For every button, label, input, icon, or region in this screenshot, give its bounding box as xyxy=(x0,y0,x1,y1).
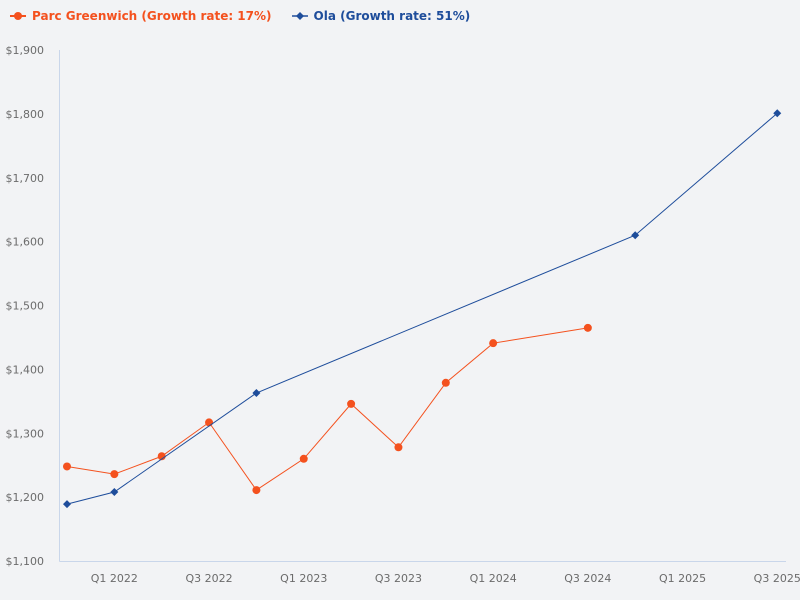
circle-marker-icon[interactable] xyxy=(489,339,498,348)
x-tick-label: Q1 2024 xyxy=(470,572,517,585)
x-tick-label: Q3 2025 xyxy=(754,572,800,585)
series-line xyxy=(63,323,592,495)
series-group xyxy=(63,109,782,509)
y-tick-label: $1,600 xyxy=(6,236,45,249)
y-tick-label: $1,400 xyxy=(6,363,45,376)
y-tick-label: $1,800 xyxy=(6,108,45,121)
legend-item-ola[interactable]: Ola (Growth rate: 51%) xyxy=(291,9,471,23)
legend-label: Parc Greenwich (Growth rate: 17%) xyxy=(32,9,272,23)
legend-label: Ola (Growth rate: 51%) xyxy=(313,9,471,23)
circle-marker-icon[interactable] xyxy=(583,323,592,332)
circle-marker-icon xyxy=(10,11,26,21)
x-tick-label: Q3 2023 xyxy=(375,572,422,585)
circle-marker-icon[interactable] xyxy=(299,454,308,463)
circle-marker-icon[interactable] xyxy=(63,462,71,471)
circle-marker-icon[interactable] xyxy=(252,486,261,495)
y-tick-label: $1,500 xyxy=(6,300,45,313)
y-tick-label: $1,200 xyxy=(6,491,45,504)
diamond-marker-icon[interactable] xyxy=(110,488,119,497)
legend-item-parc-greenwich[interactable]: Parc Greenwich (Growth rate: 17%) xyxy=(10,9,272,23)
chart-legend: Parc Greenwich (Growth rate: 17%) Ola (G… xyxy=(10,9,490,23)
circle-marker-icon[interactable] xyxy=(205,418,214,427)
diamond-marker-icon xyxy=(291,11,308,21)
x-tick-label: Q3 2022 xyxy=(185,572,232,585)
x-tick-label: Q1 2023 xyxy=(280,572,327,585)
circle-marker-icon[interactable] xyxy=(394,443,403,452)
diamond-marker-icon[interactable] xyxy=(773,109,782,118)
circle-marker-icon[interactable] xyxy=(157,452,166,461)
x-tick-label: Q1 2022 xyxy=(91,572,138,585)
y-tick-label: $1,700 xyxy=(6,172,45,185)
y-tick-label: $1,900 xyxy=(6,44,45,57)
circle-marker-icon[interactable] xyxy=(110,470,119,479)
diamond-marker-icon[interactable] xyxy=(252,389,261,398)
y-tick-label: $1,100 xyxy=(6,555,45,568)
diamond-marker-icon[interactable] xyxy=(631,231,640,240)
x-tick-label: Q1 2025 xyxy=(659,572,706,585)
circle-marker-icon[interactable] xyxy=(347,399,356,408)
y-axis-labels: $1,100 $1,200 $1,300 $1,400 $1,500 $1,600 $1,7… xyxy=(6,44,45,568)
y-tick-label: $1,300 xyxy=(6,427,45,440)
x-tick-label: Q3 2024 xyxy=(564,572,611,585)
x-axis-labels: Q1 2022 Q3 2022 Q1 2023 Q3 2023 Q1 2024 Q3 20… xyxy=(91,572,800,585)
series-line xyxy=(63,109,782,509)
diamond-marker-icon[interactable] xyxy=(63,500,71,509)
circle-marker-icon[interactable] xyxy=(441,378,450,387)
